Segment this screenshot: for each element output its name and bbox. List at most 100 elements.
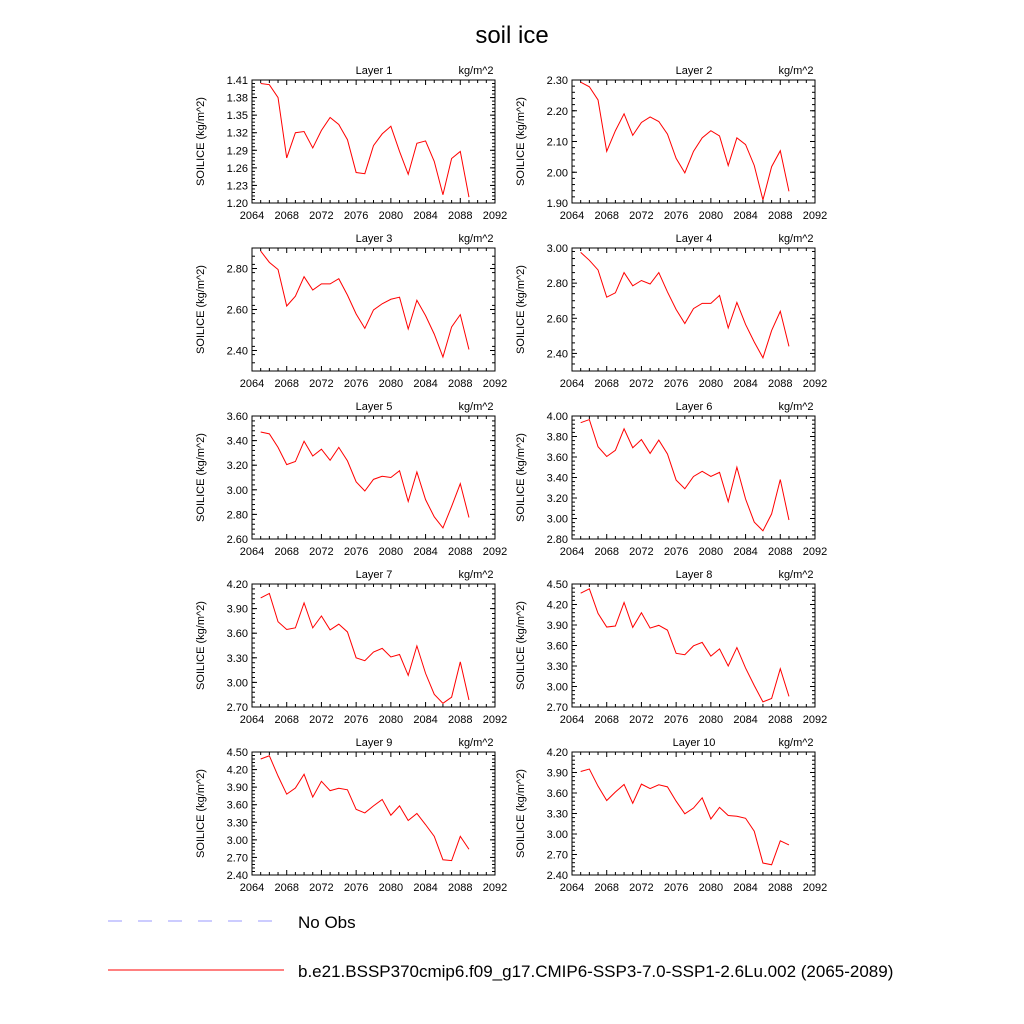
x-tick-label: 2076	[344, 546, 368, 558]
y-axis-label: SOILICE (kg/m^2)	[515, 769, 527, 858]
panel-layer-8: Layer 8 kg/m^2 2064 2068 2072 2076 2080 2084 208…	[515, 569, 827, 726]
x-tick-label: 2080	[379, 546, 403, 558]
x-tick-label: 2072	[629, 882, 653, 894]
x-tick-label: 2088	[448, 882, 472, 894]
y-tick-label: 1.35	[227, 110, 248, 122]
x-tick-label: 2080	[699, 210, 723, 222]
y-tick-label: 2.40	[227, 870, 248, 882]
y-tick-label: 2.10	[547, 137, 568, 149]
y-tick-label: 3.40	[547, 473, 568, 485]
panel-units: kg/m^2	[458, 65, 493, 77]
x-tick-label: 2084	[733, 714, 757, 726]
y-tick-label: 2.80	[227, 264, 248, 276]
y-tick-label: 1.29	[227, 145, 248, 157]
x-tick-label: 2064	[240, 378, 264, 390]
y-tick-label: 3.60	[547, 788, 568, 800]
panel-units: kg/m^2	[778, 65, 813, 77]
x-tick-label: 2092	[483, 378, 507, 390]
x-tick-label: 2068	[594, 714, 618, 726]
y-tick-label: 4.20	[227, 579, 248, 591]
panel-layer-1: Layer 1 kg/m^2 2064 2068 2072 2076 2080 2084 208…	[195, 65, 507, 222]
y-tick-label: 3.90	[547, 768, 568, 780]
legend-obs-label: No Obs	[298, 913, 356, 932]
x-tick-label: 2084	[733, 546, 757, 558]
panel-title: Layer 5	[356, 401, 393, 413]
x-tick-label: 2072	[629, 546, 653, 558]
x-tick-label: 2088	[448, 378, 472, 390]
y-tick-label: 2.20	[547, 106, 568, 118]
y-tick-label: 3.60	[227, 628, 248, 640]
panel-title: Layer 9	[356, 737, 393, 749]
x-tick-label: 2092	[803, 210, 827, 222]
y-tick-label: 3.00	[227, 485, 248, 497]
x-tick-label: 2092	[803, 714, 827, 726]
x-tick-label: 2084	[413, 714, 437, 726]
x-tick-label: 2088	[768, 546, 792, 558]
x-tick-label: 2068	[274, 210, 298, 222]
y-tick-label: 1.90	[547, 198, 568, 210]
x-tick-label: 2076	[664, 546, 688, 558]
y-tick-label: 1.32	[227, 128, 248, 140]
panel-title: Layer 3	[356, 233, 393, 245]
y-tick-label: 2.60	[227, 305, 248, 317]
y-axis-label: SOILICE (kg/m^2)	[195, 769, 207, 858]
y-tick-label: 4.20	[547, 747, 568, 759]
y-tick-label: 2.00	[547, 167, 568, 179]
y-tick-label: 3.30	[227, 653, 248, 665]
y-axis-label: SOILICE (kg/m^2)	[515, 433, 527, 522]
series-line	[580, 81, 790, 201]
series-line	[260, 592, 470, 704]
y-tick-label: 4.20	[227, 765, 248, 777]
panel-title: Layer 1	[356, 65, 393, 77]
x-tick-label: 2088	[448, 546, 472, 558]
panel-title: Layer 7	[356, 569, 393, 581]
y-tick-label: 3.60	[547, 452, 568, 464]
y-tick-label: 2.80	[227, 509, 248, 521]
y-tick-label: 3.00	[227, 835, 248, 847]
y-tick-label: 3.30	[547, 809, 568, 821]
panel-title: Layer 6	[676, 401, 713, 413]
x-tick-label: 2072	[629, 714, 653, 726]
x-tick-label: 2076	[344, 714, 368, 726]
y-tick-label: 2.70	[227, 702, 248, 714]
y-tick-label: 2.40	[227, 346, 248, 358]
y-tick-label: 3.40	[227, 436, 248, 448]
panel-title: Layer 2	[676, 65, 713, 77]
y-tick-label: 3.90	[227, 604, 248, 616]
y-tick-label: 3.00	[547, 514, 568, 526]
x-tick-label: 2068	[274, 714, 298, 726]
x-tick-label: 2076	[664, 210, 688, 222]
y-tick-label: 2.70	[547, 702, 568, 714]
x-tick-label: 2080	[699, 378, 723, 390]
x-tick-label: 2088	[768, 210, 792, 222]
y-tick-label: 3.20	[547, 493, 568, 505]
x-tick-label: 2068	[274, 546, 298, 558]
x-tick-label: 2080	[379, 210, 403, 222]
x-tick-label: 2092	[483, 714, 507, 726]
y-tick-label: 4.20	[547, 600, 568, 612]
panel-title: Layer 8	[676, 569, 713, 581]
y-tick-label: 2.30	[547, 75, 568, 87]
y-tick-label: 2.70	[547, 850, 568, 862]
x-tick-label: 2072	[309, 546, 333, 558]
x-tick-label: 2084	[413, 210, 437, 222]
series-line	[260, 431, 470, 529]
x-tick-label: 2084	[733, 378, 757, 390]
series-line	[260, 83, 470, 198]
series-line	[260, 755, 470, 862]
x-tick-label: 2068	[594, 882, 618, 894]
x-tick-label: 2076	[344, 378, 368, 390]
y-tick-label: 3.00	[547, 243, 568, 255]
x-tick-label: 2092	[803, 882, 827, 894]
x-tick-label: 2068	[274, 378, 298, 390]
x-tick-label: 2072	[629, 210, 653, 222]
y-tick-label: 4.50	[227, 747, 248, 759]
y-axis-label: SOILICE (kg/m^2)	[195, 433, 207, 522]
x-tick-label: 2076	[664, 378, 688, 390]
x-tick-label: 2064	[560, 546, 584, 558]
plot-frame	[571, 79, 816, 204]
x-tick-label: 2084	[733, 882, 757, 894]
x-tick-label: 2088	[448, 210, 472, 222]
y-tick-label: 3.90	[547, 620, 568, 632]
y-tick-label: 2.60	[547, 313, 568, 325]
